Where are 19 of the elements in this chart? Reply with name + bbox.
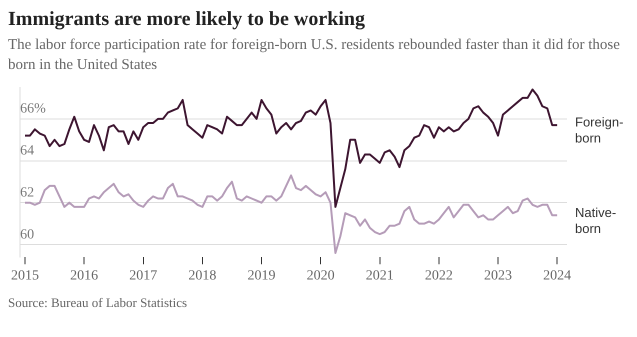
x-tick-label: 2021 (366, 268, 394, 284)
x-tick-label: 2018 (188, 268, 216, 284)
series-label: Native-born (575, 204, 616, 236)
x-tick-label: 2023 (484, 268, 512, 284)
x-tick-label: 2022 (424, 268, 453, 284)
y-tick-label: 66% (20, 102, 46, 117)
x-tick-label: 2016 (70, 268, 98, 284)
series-label: Foreign-born (575, 114, 624, 146)
source-note: Source: Bureau of Labor Statistics (8, 295, 188, 311)
x-tick-label: 2019 (248, 268, 276, 284)
x-tick-label: 2020 (306, 268, 335, 284)
chart-subtitle: The labor force participation rate for foreign-born U.S. residents rebounded faster than it did for those born in the United States (8, 36, 621, 75)
x-tick-label: 2015 (11, 268, 39, 284)
y-tick-label: 64 (20, 143, 34, 158)
chart-title: Immigrants are more likely to be working (8, 8, 366, 31)
y-tick-label: 62 (20, 185, 34, 200)
y-tick-label: 60 (20, 227, 34, 242)
x-tick-label: 2017 (129, 268, 158, 284)
x-tick-label: 2024 (543, 268, 572, 284)
